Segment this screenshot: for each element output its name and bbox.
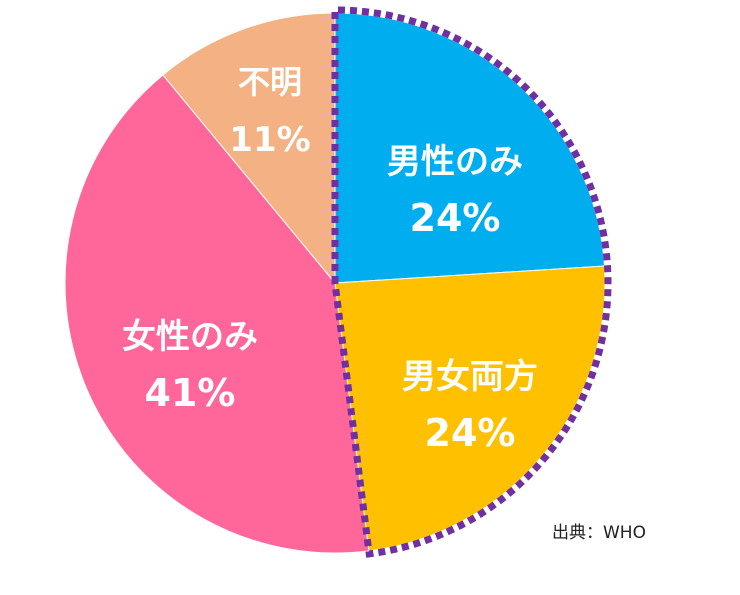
slice-label-2: 男女両方 xyxy=(402,357,538,397)
slice-value-1: 24% xyxy=(410,196,501,240)
pie-slice-1 xyxy=(334,12,605,284)
pie-slice-2 xyxy=(334,265,606,552)
source-note: 出典：WHO xyxy=(552,523,646,543)
slice-label-3: 女性のみ xyxy=(122,317,258,357)
pie-slice-4 xyxy=(162,12,336,285)
highlight-outline xyxy=(331,6,612,558)
pie-slice-3 xyxy=(64,74,370,554)
slice-value-2: 24% xyxy=(425,411,516,455)
pie-labels: 男性のみ 24% 男女両方 24% 女性のみ 41% 不明 11% xyxy=(122,63,538,455)
slice-value-4: 11% xyxy=(229,120,310,160)
slice-value-3: 41% xyxy=(145,371,236,415)
slice-label-4: 不明 xyxy=(238,63,302,101)
pie-slices xyxy=(64,12,606,554)
slice-label-1: 男性のみ xyxy=(387,142,523,182)
